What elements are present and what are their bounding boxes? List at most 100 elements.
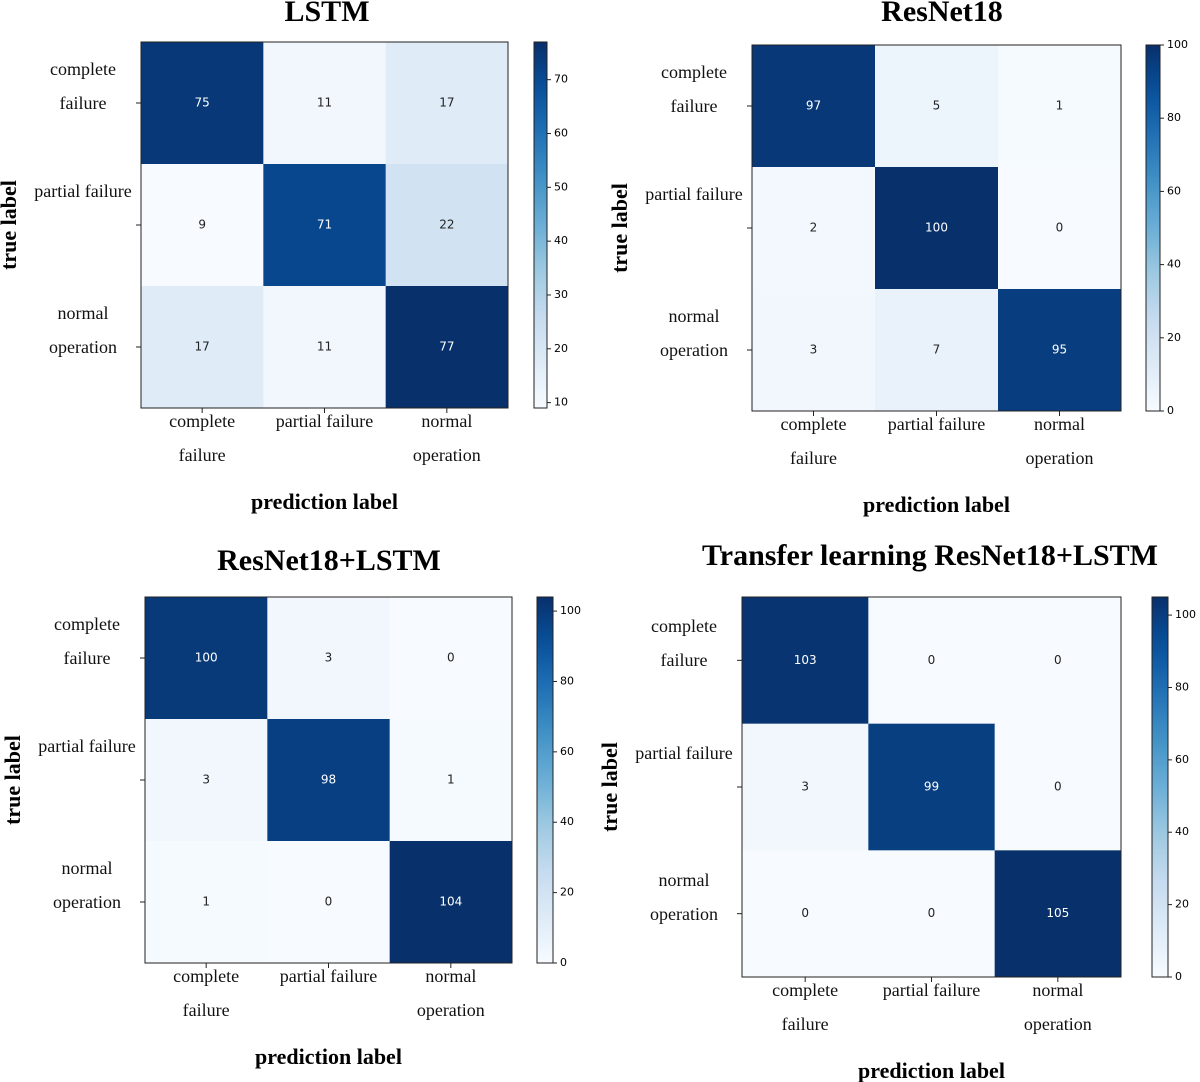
heatmap-cell (875, 167, 999, 290)
cell-label: 97 (806, 99, 821, 113)
x-tick-label: complete failure (173, 966, 240, 1020)
heatmap-cell (752, 45, 876, 168)
cell-label: 17 (195, 340, 210, 354)
y-axis-label: true label (0, 180, 21, 270)
colorbar-tick-label: 100 (1175, 608, 1196, 621)
heatmap-cell (141, 42, 264, 165)
colorbar-tick-label: 50 (554, 180, 568, 193)
x-tick-label: normal operation (412, 411, 481, 465)
heatmap-cell (141, 286, 264, 409)
y-tick-label: complete failure (651, 616, 717, 671)
colorbar (536, 596, 554, 964)
y-tick-label: partial failure (34, 181, 132, 201)
heatmap-cell (868, 850, 996, 978)
heatmap-cell (868, 597, 996, 725)
cell-label: 1 (202, 895, 210, 909)
y-tick-label: partial failure (635, 743, 733, 763)
heatmap-cell (389, 719, 513, 842)
heatmap-cell (994, 850, 1122, 978)
cell-label: 77 (439, 340, 454, 354)
heatmap-cell (994, 597, 1122, 725)
colorbar-tick-label: 40 (1167, 258, 1181, 271)
cell-label: 100 (925, 221, 948, 235)
colorbar-tick-label: 60 (1175, 753, 1189, 766)
colorbar-tick-label: 70 (554, 73, 568, 86)
colorbar (1151, 596, 1169, 978)
chart-title: Transfer learning ResNet18+LSTM (702, 539, 1158, 572)
y-tick-label: normal operation (650, 869, 718, 924)
x-tick-label: normal operation (1025, 414, 1094, 468)
colorbar-tick-label: 20 (1175, 898, 1189, 911)
heatmap-cell (267, 719, 391, 842)
heatmap-cell (145, 719, 268, 842)
x-axis-label: prediction label (255, 1044, 402, 1069)
colorbar (533, 41, 548, 409)
colorbar-tick-label: 80 (1167, 111, 1181, 124)
cell-label: 22 (439, 218, 454, 232)
y-axis-label: true label (0, 735, 25, 825)
colorbar-tick-label: 20 (554, 342, 568, 355)
cell-label: 75 (195, 96, 210, 110)
cell-label: 0 (1054, 780, 1062, 794)
cell-label: 95 (1052, 343, 1067, 357)
heatmap-cell (385, 164, 509, 287)
y-tick-label: complete failure (50, 59, 116, 113)
heatmap-cell (389, 841, 513, 964)
colorbar (1145, 44, 1161, 412)
colorbar-tick-label: 60 (554, 127, 568, 140)
x-tick-label: partial failure (887, 414, 986, 434)
x-tick-label: partial failure (279, 966, 378, 986)
colorbar-tick-label: 0 (1175, 970, 1182, 983)
cell-label: 0 (1056, 221, 1064, 235)
x-tick-label: complete failure (169, 411, 236, 465)
heatmap-cell (389, 597, 513, 720)
cell-label: 2 (810, 221, 818, 235)
cell-label: 1 (1056, 99, 1064, 113)
heatmap-cell (875, 289, 999, 412)
x-tick-label: complete failure (772, 980, 839, 1034)
x-axis-label: prediction label (251, 489, 398, 514)
cell-label: 104 (439, 895, 462, 909)
heatmap-cell (742, 597, 869, 725)
chart-title: ResNet18 (881, 0, 1003, 28)
heatmap-cell (145, 597, 268, 720)
heatmap-cell (385, 286, 509, 409)
colorbar-tick-label: 100 (1167, 38, 1188, 51)
heatmap-cell (267, 597, 391, 720)
x-tick-label: normal operation (1023, 980, 1092, 1034)
heatmap-cell (994, 723, 1122, 851)
colorbar-tick-label: 40 (554, 234, 568, 247)
cell-label: 0 (928, 653, 936, 667)
colorbar-tick-label: 40 (1175, 825, 1189, 838)
colorbar-tick-label: 20 (1167, 331, 1181, 344)
heatmap-cell (752, 167, 876, 290)
y-tick-label: complete failure (54, 614, 120, 668)
colorbar-tick-label: 80 (560, 674, 574, 687)
y-tick-label: partial failure (38, 736, 136, 756)
heatmap-cell (267, 841, 391, 964)
heatmap-cell (875, 45, 999, 168)
cell-label: 0 (928, 906, 936, 920)
colorbar-tick-label: 10 (554, 396, 568, 409)
cell-label: 0 (447, 651, 455, 665)
cell-label: 9 (198, 218, 206, 232)
cell-label: 17 (439, 96, 454, 110)
y-axis-label: true label (597, 742, 622, 832)
cell-label: 1 (447, 773, 455, 787)
cell-label: 71 (317, 218, 332, 232)
heatmap-cell (263, 42, 387, 165)
heatmap-cell (868, 723, 996, 851)
cell-label: 0 (325, 895, 333, 909)
cell-label: 7 (933, 343, 941, 357)
x-tick-label: partial failure (275, 411, 374, 431)
colorbar-tick-label: 0 (1167, 404, 1174, 417)
colorbar-tick-label: 80 (1175, 680, 1189, 693)
cell-label: 3 (801, 780, 809, 794)
cell-label: 11 (317, 340, 332, 354)
x-tick-label: normal operation (416, 966, 485, 1020)
cell-label: 98 (321, 773, 336, 787)
colorbar-tick-label: 40 (560, 815, 574, 828)
heatmap-cell (385, 42, 509, 165)
